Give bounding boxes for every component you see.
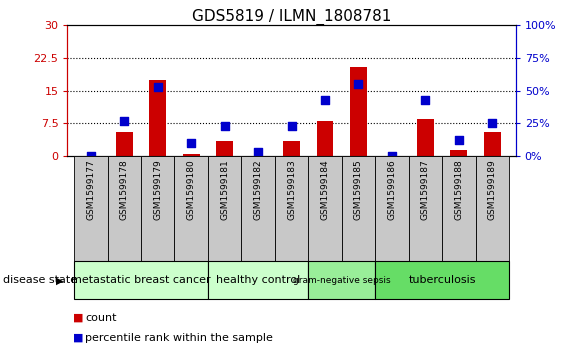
Point [86, 153, 96, 159]
Point [454, 138, 464, 143]
Text: disease state: disease state [3, 276, 77, 285]
Text: GSM1599188: GSM1599188 [454, 159, 464, 220]
Text: GSM1599183: GSM1599183 [287, 159, 296, 220]
Point [321, 97, 330, 103]
Point [488, 121, 497, 126]
Text: GSM1599189: GSM1599189 [488, 159, 497, 220]
Text: GSM1599178: GSM1599178 [120, 159, 129, 220]
Point [253, 149, 263, 155]
Text: GSM1599186: GSM1599186 [387, 159, 396, 220]
Bar [275, 156, 308, 261]
Bar [350, 67, 367, 156]
Bar [484, 132, 500, 156]
Text: GSM1599180: GSM1599180 [187, 159, 196, 220]
Bar [216, 141, 233, 156]
Text: count: count [85, 313, 117, 323]
Text: ▶: ▶ [56, 276, 63, 285]
Text: GSM1599184: GSM1599184 [321, 159, 329, 220]
Text: GSM1599182: GSM1599182 [254, 159, 263, 220]
Point [387, 153, 397, 159]
Title: GDS5819 / ILMN_1808781: GDS5819 / ILMN_1808781 [192, 9, 391, 25]
Text: gram-negative sepsis: gram-negative sepsis [293, 276, 390, 285]
Bar [175, 156, 208, 261]
Bar [475, 156, 509, 261]
Text: ■: ■ [73, 333, 84, 343]
Point [153, 84, 162, 90]
Bar [342, 156, 375, 261]
Point [287, 123, 297, 129]
Bar [316, 121, 333, 156]
Text: metastatic breast cancer: metastatic breast cancer [71, 276, 211, 285]
Bar [141, 156, 175, 261]
Bar [408, 156, 442, 261]
Bar [308, 261, 375, 299]
Point [354, 81, 363, 87]
Text: GSM1599181: GSM1599181 [220, 159, 229, 220]
Bar [375, 261, 509, 299]
Bar [283, 141, 300, 156]
Bar [208, 156, 241, 261]
Bar [74, 261, 208, 299]
Bar [183, 154, 200, 156]
Point [220, 123, 229, 129]
Bar [74, 156, 108, 261]
Text: GSM1599179: GSM1599179 [153, 159, 162, 220]
Text: tuberculosis: tuberculosis [408, 276, 476, 285]
Text: percentile rank within the sample: percentile rank within the sample [85, 333, 273, 343]
Text: GSM1599185: GSM1599185 [354, 159, 363, 220]
Text: healthy control: healthy control [216, 276, 300, 285]
Text: ■: ■ [73, 313, 84, 323]
Bar [375, 156, 408, 261]
Bar [208, 261, 308, 299]
Bar [308, 156, 342, 261]
Text: GSM1599187: GSM1599187 [421, 159, 430, 220]
Point [186, 140, 196, 146]
Bar [116, 132, 132, 156]
Bar [451, 150, 467, 156]
Bar [241, 156, 275, 261]
Point [421, 97, 430, 103]
Text: GSM1599177: GSM1599177 [86, 159, 96, 220]
Bar [108, 156, 141, 261]
Bar [149, 80, 166, 156]
Point [120, 118, 129, 124]
Bar [442, 156, 475, 261]
Bar [417, 119, 434, 156]
